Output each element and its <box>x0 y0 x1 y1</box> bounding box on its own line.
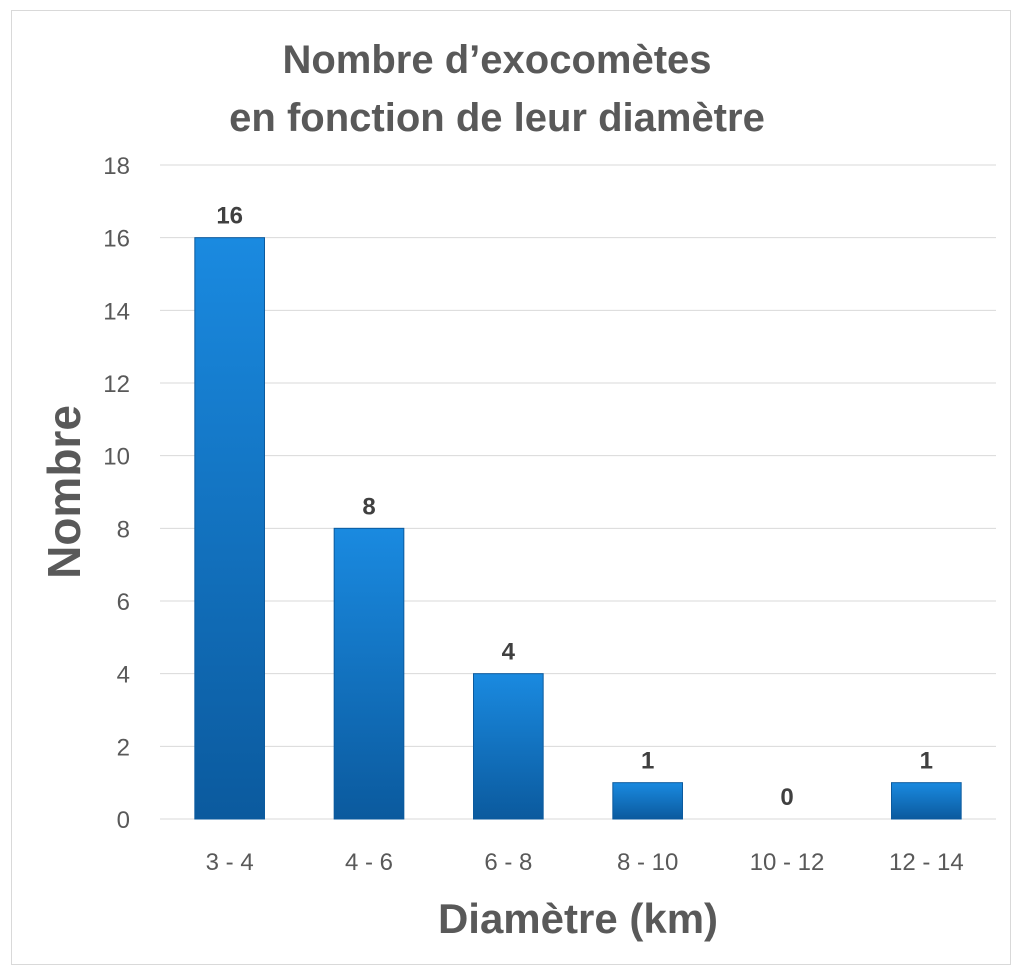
x-tick-label: 10 - 12 <box>750 849 825 876</box>
y-tick-label: 4 <box>117 662 130 689</box>
y-tick-label: 18 <box>103 153 130 180</box>
x-tick-label: 8 - 10 <box>617 849 678 876</box>
bar <box>891 782 962 820</box>
data-label: 1 <box>920 748 933 775</box>
y-tick-label: 8 <box>117 516 130 543</box>
data-label: 8 <box>362 493 375 520</box>
y-tick-label: 0 <box>117 807 130 834</box>
bar <box>473 673 544 820</box>
data-label: 0 <box>780 784 793 811</box>
x-axis-label: Diamètre (km) <box>438 895 718 942</box>
bar <box>194 237 265 820</box>
x-tick-label: 6 - 8 <box>484 849 532 876</box>
chart-title-line1: Nombre d’exocomètes <box>282 38 711 82</box>
x-tick-label: 4 - 6 <box>345 849 393 876</box>
y-axis-ticks: 0 2 4 6 8 10 12 14 16 18 <box>103 153 130 834</box>
y-tick-label: 16 <box>103 226 130 253</box>
y-tick-label: 10 <box>103 444 130 471</box>
y-axis-label: Nombre <box>38 405 90 579</box>
x-tick-label: 12 - 14 <box>889 849 964 876</box>
bar <box>333 527 405 820</box>
x-axis-ticks: 3 - 4 4 - 6 6 - 8 8 - 10 10 - 12 12 - 14 <box>206 849 964 876</box>
data-labels: 16 8 4 1 0 1 <box>216 203 933 811</box>
y-tick-label: 2 <box>117 734 130 761</box>
data-label: 4 <box>502 639 516 666</box>
data-label: 1 <box>641 748 654 775</box>
chart-title-line2: en fonction de leur diamètre <box>229 96 765 140</box>
bars <box>194 237 962 820</box>
data-label: 16 <box>216 203 243 230</box>
y-tick-label: 6 <box>117 589 130 616</box>
bar <box>612 782 683 820</box>
x-tick-label: 3 - 4 <box>206 849 254 876</box>
y-tick-label: 14 <box>103 298 130 325</box>
gridlines <box>160 164 996 820</box>
y-tick-label: 12 <box>103 371 130 398</box>
